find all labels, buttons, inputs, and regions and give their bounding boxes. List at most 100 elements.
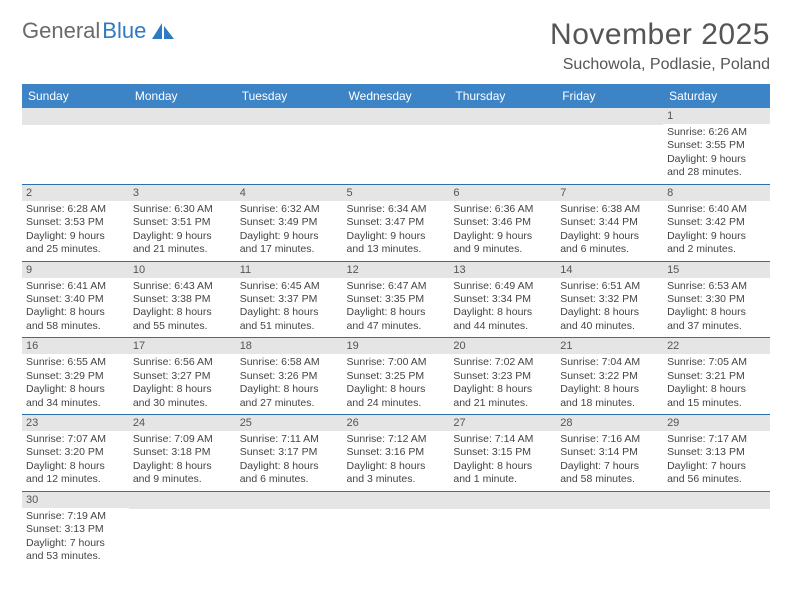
sunrise-text: Sunrise: 7:16 AM bbox=[560, 433, 659, 446]
day-number-bar bbox=[343, 492, 450, 509]
day-number-bar bbox=[449, 108, 556, 125]
sunset-text: Sunset: 3:37 PM bbox=[240, 293, 339, 306]
calendar-row: 9Sunrise: 6:41 AMSunset: 3:40 PMDaylight… bbox=[22, 261, 770, 338]
daylight-text: Daylight: 9 hours and 28 minutes. bbox=[667, 153, 766, 180]
day-body: Sunrise: 7:04 AMSunset: 3:22 PMDaylight:… bbox=[556, 354, 663, 414]
sunset-text: Sunset: 3:51 PM bbox=[133, 216, 232, 229]
daylight-text: Daylight: 8 hours and 15 minutes. bbox=[667, 383, 766, 410]
calendar-day-cell: 17 Sunrise: 6:56 AMSunset: 3:27 PMDayligh… bbox=[129, 338, 236, 415]
daylight-text: Daylight: 9 hours and 25 minutes. bbox=[26, 230, 125, 257]
day-body: Sunrise: 6:47 AMSunset: 3:35 PMDaylight:… bbox=[343, 278, 450, 338]
day-body bbox=[449, 125, 556, 180]
day-number: 17 bbox=[129, 338, 236, 354]
daylight-text: Daylight: 8 hours and 24 minutes. bbox=[347, 383, 446, 410]
weekday-header: Thursday bbox=[449, 84, 556, 108]
day-number: 5 bbox=[343, 185, 450, 201]
sunrise-text: Sunrise: 6:45 AM bbox=[240, 280, 339, 293]
daylight-text: Daylight: 8 hours and 6 minutes. bbox=[240, 460, 339, 487]
weekday-header: Tuesday bbox=[236, 84, 343, 108]
day-body: Sunrise: 7:00 AMSunset: 3:25 PMDaylight:… bbox=[343, 354, 450, 414]
day-number: 22 bbox=[663, 338, 770, 354]
header: General Blue November 2025 Suchowola, Po… bbox=[22, 18, 770, 74]
location-text: Suchowola, Podlasie, Poland bbox=[550, 56, 770, 74]
weekday-header-row: Sunday Monday Tuesday Wednesday Thursday… bbox=[22, 84, 770, 108]
daylight-text: Daylight: 9 hours and 6 minutes. bbox=[560, 230, 659, 257]
calendar-row: 2Sunrise: 6:28 AMSunset: 3:53 PMDaylight… bbox=[22, 184, 770, 261]
day-body bbox=[343, 509, 450, 564]
daylight-text: Daylight: 8 hours and 51 minutes. bbox=[240, 306, 339, 333]
day-number-bar bbox=[556, 492, 663, 509]
sunset-text: Sunset: 3:15 PM bbox=[453, 446, 552, 459]
day-body: Sunrise: 6:36 AMSunset: 3:46 PMDaylight:… bbox=[449, 201, 556, 261]
day-number: 20 bbox=[449, 338, 556, 354]
day-body bbox=[236, 125, 343, 180]
calendar-day-cell: 27Sunrise: 7:14 AMSunset: 3:15 PMDayligh… bbox=[449, 415, 556, 492]
daylight-text: Daylight: 8 hours and 44 minutes. bbox=[453, 306, 552, 333]
sunrise-text: Sunrise: 6:36 AM bbox=[453, 203, 552, 216]
day-number-bar bbox=[663, 492, 770, 509]
calendar-table: Sunday Monday Tuesday Wednesday Thursday… bbox=[22, 84, 770, 568]
sunset-text: Sunset: 3:30 PM bbox=[667, 293, 766, 306]
day-number-bar bbox=[343, 108, 450, 125]
sunrise-text: Sunrise: 6:38 AM bbox=[560, 203, 659, 216]
sunset-text: Sunset: 3:46 PM bbox=[453, 216, 552, 229]
calendar-empty-cell bbox=[22, 108, 129, 184]
day-body: Sunrise: 7:05 AMSunset: 3:21 PMDaylight:… bbox=[663, 354, 770, 414]
calendar-day-cell: 23Sunrise: 7:07 AMSunset: 3:20 PMDayligh… bbox=[22, 415, 129, 492]
calendar-empty-cell bbox=[449, 108, 556, 184]
brand-part2: Blue bbox=[102, 18, 146, 44]
calendar-day-cell: 19Sunrise: 7:00 AMSunset: 3:25 PMDayligh… bbox=[343, 338, 450, 415]
day-body: Sunrise: 6:40 AMSunset: 3:42 PMDaylight:… bbox=[663, 201, 770, 261]
day-body: Sunrise: 7:07 AMSunset: 3:20 PMDaylight:… bbox=[22, 431, 129, 491]
daylight-text: Daylight: 8 hours and 27 minutes. bbox=[240, 383, 339, 410]
calendar-day-cell: 11 Sunrise: 6:45 AMSunset: 3:37 PMDayligh… bbox=[236, 261, 343, 338]
sunset-text: Sunset: 3:13 PM bbox=[667, 446, 766, 459]
day-number: 26 bbox=[343, 415, 450, 431]
calendar-day-cell: 18Sunrise: 6:58 AMSunset: 3:26 PMDayligh… bbox=[236, 338, 343, 415]
calendar-empty-cell bbox=[449, 491, 556, 567]
calendar-day-cell: 25Sunrise: 7:11 AMSunset: 3:17 PMDayligh… bbox=[236, 415, 343, 492]
day-body: Sunrise: 6:26 AMSunset: 3:55 PMDaylight:… bbox=[663, 124, 770, 184]
day-number: 29 bbox=[663, 415, 770, 431]
day-body bbox=[449, 509, 556, 564]
day-number: 18 bbox=[236, 338, 343, 354]
daylight-text: Daylight: 9 hours and 21 minutes. bbox=[133, 230, 232, 257]
sunrise-text: Sunrise: 6:56 AM bbox=[133, 356, 232, 369]
daylight-text: Daylight: 9 hours and 17 minutes. bbox=[240, 230, 339, 257]
day-body: Sunrise: 7:12 AMSunset: 3:16 PMDaylight:… bbox=[343, 431, 450, 491]
daylight-text: Daylight: 9 hours and 13 minutes. bbox=[347, 230, 446, 257]
calendar-empty-cell bbox=[556, 108, 663, 184]
daylight-text: Daylight: 8 hours and 40 minutes. bbox=[560, 306, 659, 333]
day-number-bar bbox=[236, 108, 343, 125]
calendar-day-cell: 26Sunrise: 7:12 AMSunset: 3:16 PMDayligh… bbox=[343, 415, 450, 492]
calendar-day-cell: 2Sunrise: 6:28 AMSunset: 3:53 PMDaylight… bbox=[22, 184, 129, 261]
daylight-text: Daylight: 8 hours and 12 minutes. bbox=[26, 460, 125, 487]
day-body: Sunrise: 6:30 AMSunset: 3:51 PMDaylight:… bbox=[129, 201, 236, 261]
daylight-text: Daylight: 8 hours and 30 minutes. bbox=[133, 383, 232, 410]
day-number-bar bbox=[129, 108, 236, 125]
weekday-header: Friday bbox=[556, 84, 663, 108]
day-body bbox=[129, 509, 236, 564]
sunset-text: Sunset: 3:18 PM bbox=[133, 446, 232, 459]
sunrise-text: Sunrise: 6:53 AM bbox=[667, 280, 766, 293]
daylight-text: Daylight: 7 hours and 58 minutes. bbox=[560, 460, 659, 487]
day-body: Sunrise: 6:38 AMSunset: 3:44 PMDaylight:… bbox=[556, 201, 663, 261]
sunset-text: Sunset: 3:27 PM bbox=[133, 370, 232, 383]
day-body bbox=[343, 125, 450, 180]
day-number: 11 bbox=[236, 262, 343, 278]
calendar-day-cell: 5Sunrise: 6:34 AMSunset: 3:47 PMDaylight… bbox=[343, 184, 450, 261]
sunset-text: Sunset: 3:32 PM bbox=[560, 293, 659, 306]
calendar-empty-cell bbox=[129, 491, 236, 567]
sunset-text: Sunset: 3:20 PM bbox=[26, 446, 125, 459]
sunrise-text: Sunrise: 7:00 AM bbox=[347, 356, 446, 369]
day-number: 30 bbox=[22, 492, 129, 508]
sunset-text: Sunset: 3:29 PM bbox=[26, 370, 125, 383]
sunset-text: Sunset: 3:47 PM bbox=[347, 216, 446, 229]
sunset-text: Sunset: 3:38 PM bbox=[133, 293, 232, 306]
day-number-bar bbox=[236, 492, 343, 509]
calendar-day-cell: 7Sunrise: 6:38 AMSunset: 3:44 PMDaylight… bbox=[556, 184, 663, 261]
weekday-header: Wednesday bbox=[343, 84, 450, 108]
sunrise-text: Sunrise: 6:47 AM bbox=[347, 280, 446, 293]
day-body: Sunrise: 7:16 AMSunset: 3:14 PMDaylight:… bbox=[556, 431, 663, 491]
day-number: 16 bbox=[22, 338, 129, 354]
